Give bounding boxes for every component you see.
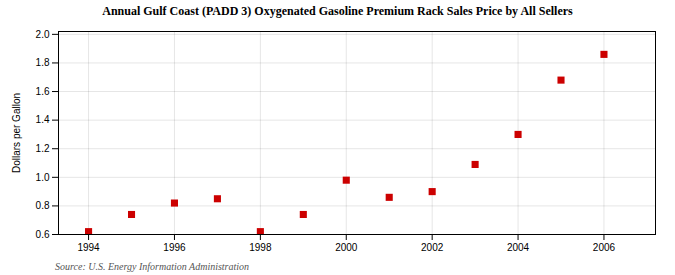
svg-text:Dollars per Gallon: Dollars per Gallon: [11, 93, 22, 173]
svg-text:1.6: 1.6: [36, 86, 50, 97]
svg-text:2.0: 2.0: [36, 29, 50, 40]
svg-text:2004: 2004: [507, 242, 530, 253]
svg-text:0.8: 0.8: [36, 200, 50, 211]
svg-text:2006: 2006: [593, 242, 616, 253]
svg-text:1998: 1998: [249, 242, 272, 253]
svg-text:2000: 2000: [335, 242, 358, 253]
svg-text:1.0: 1.0: [36, 172, 50, 183]
svg-text:1.4: 1.4: [36, 114, 50, 125]
svg-text:1.8: 1.8: [36, 57, 50, 68]
html-text:Annual Gulf Coast (PADD 3) Oxy: Annual Gulf Coast (PADD 3) Oxygenated Ga…: [102, 4, 573, 18]
html-text:Source: U.S. Energy Informatio: Source: U.S. Energy Information Administ…: [55, 261, 250, 272]
svg-text:1.2: 1.2: [36, 143, 50, 154]
svg-text:0.6: 0.6: [36, 229, 50, 240]
svg-text:2002: 2002: [421, 242, 444, 253]
svg-text:1996: 1996: [163, 242, 186, 253]
svg-text:1994: 1994: [77, 242, 100, 253]
